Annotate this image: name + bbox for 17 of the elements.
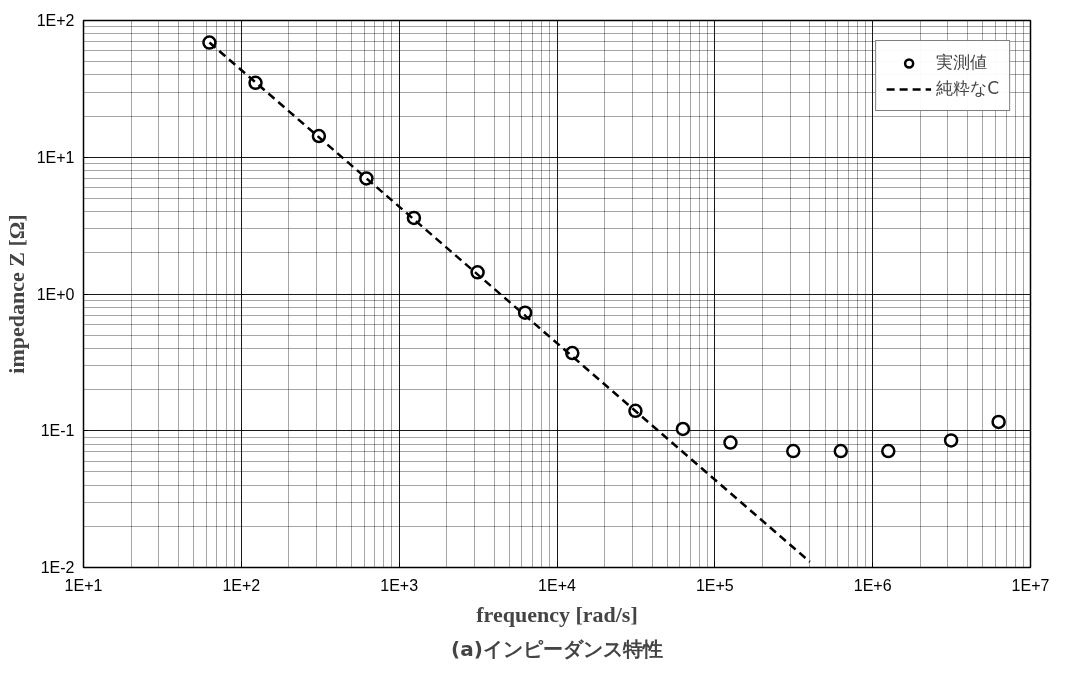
y-axis-title: impedance Z [Ω]	[3, 214, 29, 374]
text: (a)インピーダンス特性	[451, 636, 663, 661]
x-tick-label: 1E+2	[222, 576, 261, 594]
y-tick-label: 1E-2	[40, 559, 75, 576]
x-tick-label: 1E+4	[538, 576, 577, 594]
x-tick-label: 1E+3	[380, 576, 419, 594]
legend-label: 純粋なC	[936, 77, 999, 100]
x-tick-label: 1E+1	[64, 576, 103, 594]
x-tick-label: 1E+7	[1011, 576, 1050, 594]
y-tick-label: 1E+2	[36, 12, 75, 29]
legend-label: 実測値	[936, 51, 988, 74]
y-tick-label: 1E-1	[40, 422, 75, 440]
x-axis-title: frequency [rad/s]	[476, 601, 638, 627]
y-tick-label: 1E+1	[36, 148, 75, 166]
y-tick-label: 1E+0	[36, 285, 75, 303]
x-tick-label: 1E+6	[853, 576, 892, 594]
x-tick-label: 1E+5	[695, 576, 734, 594]
